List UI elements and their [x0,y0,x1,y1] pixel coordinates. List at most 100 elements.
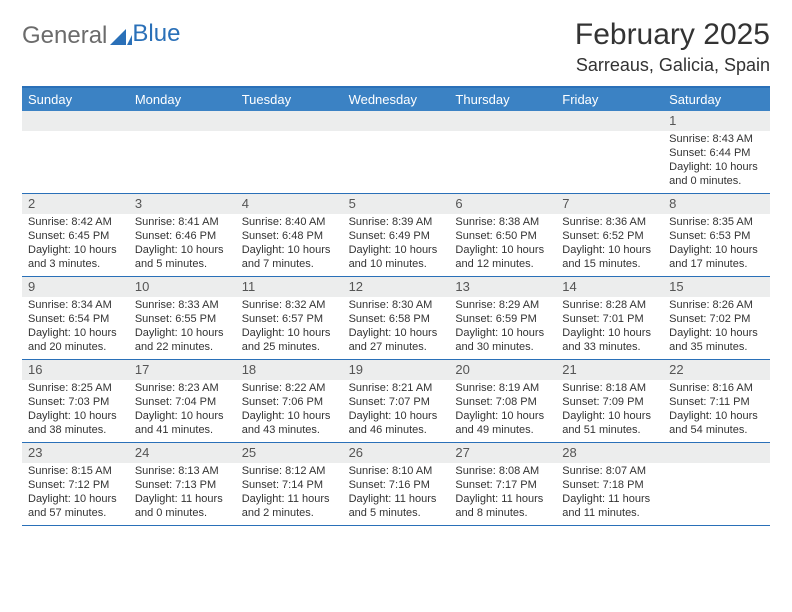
sunset-text: Sunset: 6:59 PM [455,312,550,326]
daylight-text: Daylight: 10 hours and 20 minutes. [28,326,123,354]
header: General Blue February 2025 Sarreaus, Gal… [22,18,770,76]
sunset-text: Sunset: 7:14 PM [242,478,337,492]
day-cell: 13Sunrise: 8:29 AMSunset: 6:59 PMDayligh… [449,277,556,359]
day-details: Sunrise: 8:29 AMSunset: 6:59 PMDaylight:… [449,297,556,358]
day-number: 21 [556,360,663,380]
day-cell: 17Sunrise: 8:23 AMSunset: 7:04 PMDayligh… [129,360,236,442]
weekday-sunday: Sunday [22,88,129,111]
sunset-text: Sunset: 7:11 PM [669,395,764,409]
day-cell [343,111,450,193]
daylight-text: Daylight: 11 hours and 11 minutes. [562,492,657,520]
weekday-monday: Monday [129,88,236,111]
day-cell: 26Sunrise: 8:10 AMSunset: 7:16 PMDayligh… [343,443,450,525]
day-number: 3 [129,194,236,214]
location: Sarreaus, Galicia, Spain [575,55,770,76]
sunrise-text: Sunrise: 8:43 AM [669,132,764,146]
sunrise-text: Sunrise: 8:15 AM [28,464,123,478]
day-details: Sunrise: 8:42 AMSunset: 6:45 PMDaylight:… [22,214,129,275]
day-number: 7 [556,194,663,214]
sunrise-text: Sunrise: 8:40 AM [242,215,337,229]
day-cell: 6Sunrise: 8:38 AMSunset: 6:50 PMDaylight… [449,194,556,276]
sunset-text: Sunset: 7:06 PM [242,395,337,409]
day-cell: 21Sunrise: 8:18 AMSunset: 7:09 PMDayligh… [556,360,663,442]
day-cell: 12Sunrise: 8:30 AMSunset: 6:58 PMDayligh… [343,277,450,359]
day-details: Sunrise: 8:30 AMSunset: 6:58 PMDaylight:… [343,297,450,358]
sunset-text: Sunset: 7:02 PM [669,312,764,326]
sunset-text: Sunset: 7:03 PM [28,395,123,409]
daylight-text: Daylight: 10 hours and 3 minutes. [28,243,123,271]
calendar: Sunday Monday Tuesday Wednesday Thursday… [22,86,770,526]
daylight-text: Daylight: 10 hours and 17 minutes. [669,243,764,271]
sunrise-text: Sunrise: 8:33 AM [135,298,230,312]
day-number: 11 [236,277,343,297]
sunset-text: Sunset: 6:54 PM [28,312,123,326]
sunset-text: Sunset: 6:57 PM [242,312,337,326]
sunrise-text: Sunrise: 8:41 AM [135,215,230,229]
day-details: Sunrise: 8:41 AMSunset: 6:46 PMDaylight:… [129,214,236,275]
day-cell: 16Sunrise: 8:25 AMSunset: 7:03 PMDayligh… [22,360,129,442]
day-cell: 22Sunrise: 8:16 AMSunset: 7:11 PMDayligh… [663,360,770,442]
day-number [343,111,450,131]
sunset-text: Sunset: 7:12 PM [28,478,123,492]
sunset-text: Sunset: 6:49 PM [349,229,444,243]
day-details: Sunrise: 8:13 AMSunset: 7:13 PMDaylight:… [129,463,236,524]
day-cell [556,111,663,193]
sunset-text: Sunset: 6:55 PM [135,312,230,326]
week-row: 16Sunrise: 8:25 AMSunset: 7:03 PMDayligh… [22,360,770,443]
daylight-text: Daylight: 10 hours and 54 minutes. [669,409,764,437]
day-cell: 9Sunrise: 8:34 AMSunset: 6:54 PMDaylight… [22,277,129,359]
sunrise-text: Sunrise: 8:39 AM [349,215,444,229]
day-cell: 2Sunrise: 8:42 AMSunset: 6:45 PMDaylight… [22,194,129,276]
daylight-text: Daylight: 10 hours and 10 minutes. [349,243,444,271]
day-details: Sunrise: 8:08 AMSunset: 7:17 PMDaylight:… [449,463,556,524]
sunset-text: Sunset: 6:58 PM [349,312,444,326]
sunrise-text: Sunrise: 8:10 AM [349,464,444,478]
daylight-text: Daylight: 10 hours and 38 minutes. [28,409,123,437]
sunrise-text: Sunrise: 8:30 AM [349,298,444,312]
sunset-text: Sunset: 7:08 PM [455,395,550,409]
daylight-text: Daylight: 10 hours and 41 minutes. [135,409,230,437]
sunrise-text: Sunrise: 8:08 AM [455,464,550,478]
day-number [129,111,236,131]
weekday-wednesday: Wednesday [343,88,450,111]
day-details: Sunrise: 8:43 AMSunset: 6:44 PMDaylight:… [663,131,770,192]
sunset-text: Sunset: 7:17 PM [455,478,550,492]
sunrise-text: Sunrise: 8:07 AM [562,464,657,478]
day-cell: 8Sunrise: 8:35 AMSunset: 6:53 PMDaylight… [663,194,770,276]
weekday-thursday: Thursday [449,88,556,111]
day-cell: 25Sunrise: 8:12 AMSunset: 7:14 PMDayligh… [236,443,343,525]
sunrise-text: Sunrise: 8:42 AM [28,215,123,229]
day-details: Sunrise: 8:39 AMSunset: 6:49 PMDaylight:… [343,214,450,275]
week-row: 9Sunrise: 8:34 AMSunset: 6:54 PMDaylight… [22,277,770,360]
sunrise-text: Sunrise: 8:12 AM [242,464,337,478]
daylight-text: Daylight: 10 hours and 7 minutes. [242,243,337,271]
sunrise-text: Sunrise: 8:18 AM [562,381,657,395]
sunset-text: Sunset: 6:45 PM [28,229,123,243]
sunset-text: Sunset: 6:52 PM [562,229,657,243]
day-details: Sunrise: 8:32 AMSunset: 6:57 PMDaylight:… [236,297,343,358]
day-cell: 4Sunrise: 8:40 AMSunset: 6:48 PMDaylight… [236,194,343,276]
day-number: 26 [343,443,450,463]
daylight-text: Daylight: 10 hours and 57 minutes. [28,492,123,520]
day-cell: 27Sunrise: 8:08 AMSunset: 7:17 PMDayligh… [449,443,556,525]
day-number: 27 [449,443,556,463]
day-cell: 14Sunrise: 8:28 AMSunset: 7:01 PMDayligh… [556,277,663,359]
logo-sail-icon [110,27,132,45]
week-row: 2Sunrise: 8:42 AMSunset: 6:45 PMDaylight… [22,194,770,277]
day-details: Sunrise: 8:33 AMSunset: 6:55 PMDaylight:… [129,297,236,358]
day-number: 12 [343,277,450,297]
day-details: Sunrise: 8:07 AMSunset: 7:18 PMDaylight:… [556,463,663,524]
day-details: Sunrise: 8:36 AMSunset: 6:52 PMDaylight:… [556,214,663,275]
daylight-text: Daylight: 10 hours and 43 minutes. [242,409,337,437]
week-row: 23Sunrise: 8:15 AMSunset: 7:12 PMDayligh… [22,443,770,526]
day-number: 13 [449,277,556,297]
day-number [663,443,770,463]
day-details: Sunrise: 8:23 AMSunset: 7:04 PMDaylight:… [129,380,236,441]
day-number: 17 [129,360,236,380]
day-cell: 28Sunrise: 8:07 AMSunset: 7:18 PMDayligh… [556,443,663,525]
day-number: 6 [449,194,556,214]
day-details: Sunrise: 8:38 AMSunset: 6:50 PMDaylight:… [449,214,556,275]
day-number: 16 [22,360,129,380]
day-number: 28 [556,443,663,463]
sunrise-text: Sunrise: 8:21 AM [349,381,444,395]
